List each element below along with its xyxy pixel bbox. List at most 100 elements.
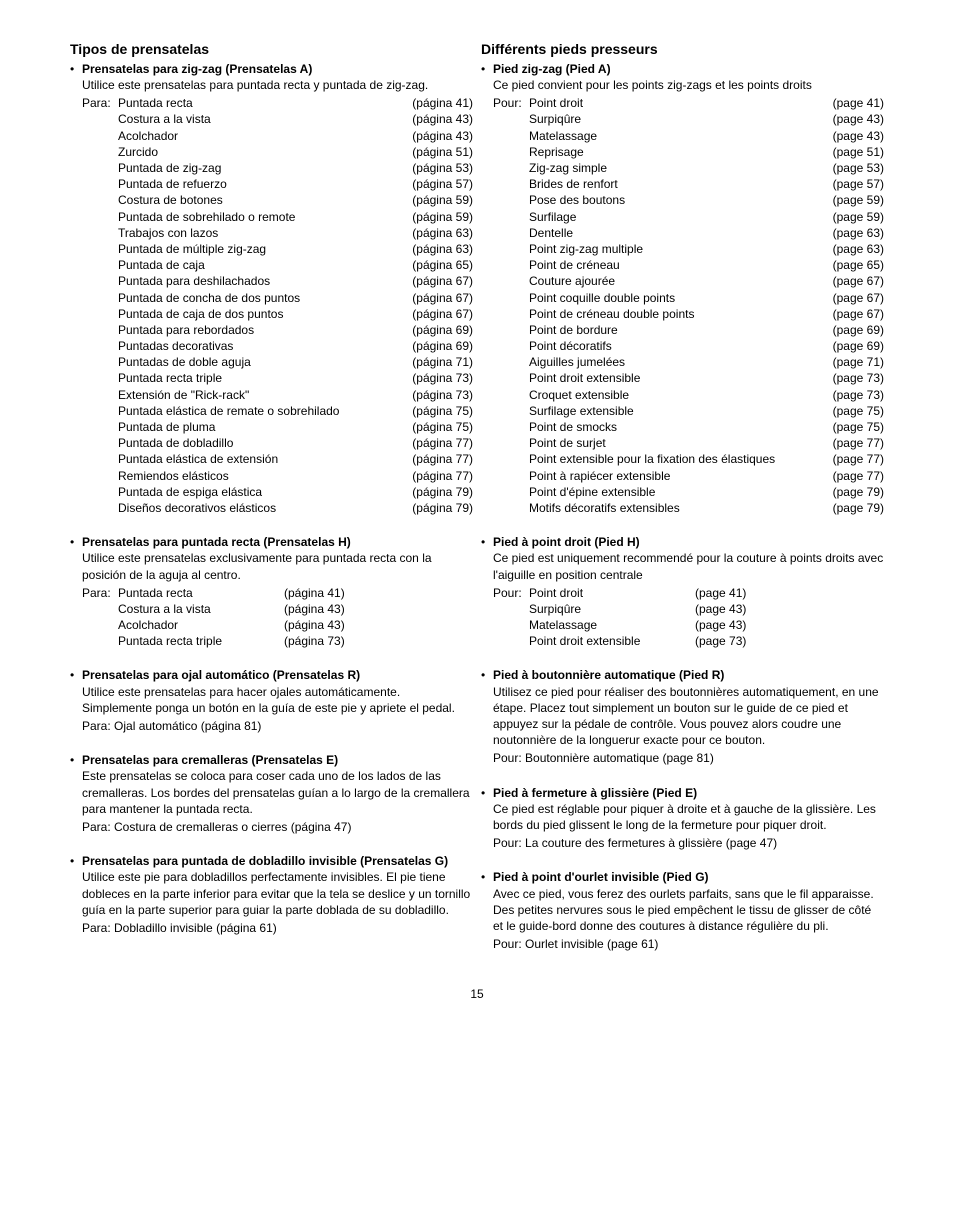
stitch-name: Matelassage [529,128,833,144]
foot-section: •Prensatelas para puntada recta (Prensat… [70,534,473,649]
stitch-name: Puntada de pluma [118,419,412,435]
list-item: Puntada para deshilachados(página 67) [82,273,473,289]
page-reference: (page 77) [833,451,884,467]
foot-section: •Pied à point d'ourlet invisible (Pied G… [481,869,884,952]
foot-section: •Pied à point droit (Pied H)Ce pied est … [481,534,884,649]
list-item: Aiguilles jumelées(page 71) [493,354,884,370]
foot-section: •Pied à boutonnière automatique (Pied R)… [481,667,884,766]
stitch-name: Point de surjet [529,435,833,451]
stitch-name: Surpiqûre [529,601,695,617]
section-title: Prensatelas para ojal automático (Prensa… [82,667,473,683]
page-reference: (página 79) [412,500,473,516]
stitch-name: Brides de renfort [529,176,833,192]
page-reference: (page 41) [833,95,884,111]
list-label [493,500,529,516]
bullet-icon: • [481,785,493,801]
list-label [82,257,118,273]
stitch-name: Puntada recta [118,585,284,601]
list-item: Surfilage extensible(page 75) [493,403,884,419]
section-title: Pied à boutonnière automatique (Pied R) [493,667,884,683]
page-reference: (page 69) [833,338,884,354]
stitch-name: Puntada de zig-zag [118,160,412,176]
section-title: Pied à fermeture à glissière (Pied E) [493,785,884,801]
two-column-layout: Tipos de prensatelas•Prensatelas para zi… [70,40,884,970]
stitch-name: Puntadas decorativas [118,338,412,354]
foot-section: •Prensatelas para ojal automático (Prens… [70,667,473,734]
list-item: Diseños decorativos elásticos(página 79) [82,500,473,516]
list-label [82,338,118,354]
bullet-icon: • [70,752,82,768]
list-item: Puntada para rebordados(página 69) [82,322,473,338]
list-item: Extensión de "Rick-rack"(página 73) [82,387,473,403]
list-item: Croquet extensible(page 73) [493,387,884,403]
list-item: Pour:Point droit(page 41) [493,585,884,601]
section-description: Utilice este prensatelas exclusivamente … [82,550,473,582]
bullet-icon: • [70,534,82,550]
foot-section: •Prensatelas para cremalleras (Prensatel… [70,752,473,835]
list-label [82,128,118,144]
page-reference: (página 65) [412,257,473,273]
page-reference: (page 67) [833,273,884,289]
page-reference: (página 43) [284,601,345,617]
list-label [82,225,118,241]
list-item: Point droit extensible(page 73) [493,370,884,386]
stitch-name: Point de smocks [529,419,833,435]
page-reference: (page 67) [833,306,884,322]
right-column: Différents pieds presseurs•Pied zig-zag … [481,40,884,970]
stitch-name: Croquet extensible [529,387,833,403]
stitch-name: Puntada de sobrehilado o remote [118,209,412,225]
list-item: Puntada de pluma(página 75) [82,419,473,435]
list-label [493,403,529,419]
list-label [493,176,529,192]
section-reference-line: Para: Dobladillo invisible (página 61) [82,920,473,936]
bullet-icon: • [70,853,82,869]
list-item: Trabajos con lazos(página 63) [82,225,473,241]
page-reference: (página 63) [412,241,473,257]
stitch-name: Aiguilles jumelées [529,354,833,370]
page-reference: (page 73) [833,370,884,386]
list-label [493,617,529,633]
list-item: Puntada de múltiple zig-zag(página 63) [82,241,473,257]
bullet-icon: • [481,534,493,550]
list-label [82,209,118,225]
list-label [493,370,529,386]
list-item: Dentelle(page 63) [493,225,884,241]
list-label [493,601,529,617]
section-title: Pied à point d'ourlet invisible (Pied G) [493,869,884,885]
page-reference: (page 67) [833,290,884,306]
reference-list: Para:Puntada recta(página 41)Costura a l… [82,585,473,650]
page-reference: (page 43) [833,128,884,144]
list-label [82,617,118,633]
page-reference: (página 43) [284,617,345,633]
left-column: Tipos de prensatelas•Prensatelas para zi… [70,40,473,970]
bullet-icon: • [481,61,493,77]
page-reference: (page 73) [695,633,746,649]
page-reference: (page 71) [833,354,884,370]
page-reference: (page 63) [833,225,884,241]
page-reference: (página 67) [412,273,473,289]
page-reference: (página 57) [412,176,473,192]
list-label: Pour: [493,95,529,111]
section-description: Utilice este prensatelas para puntada re… [82,77,473,93]
foot-section: •Prensatelas para zig-zag (Prensatelas A… [70,61,473,516]
page-reference: (page 41) [695,585,746,601]
page-reference: (page 53) [833,160,884,176]
list-item: Matelassage(page 43) [493,617,884,633]
section-title: Prensatelas para puntada recta (Prensate… [82,534,473,550]
page-reference: (page 43) [695,617,746,633]
list-label [82,290,118,306]
stitch-name: Point de créneau [529,257,833,273]
stitch-name: Zurcido [118,144,412,160]
list-item: Acolchador(página 43) [82,128,473,144]
stitch-name: Acolchador [118,617,284,633]
list-item: Puntadas decorativas(página 69) [82,338,473,354]
list-item: Puntada elástica de remate o sobrehilado… [82,403,473,419]
page-reference: (página 43) [412,128,473,144]
list-label [82,160,118,176]
bullet-icon: • [481,869,493,885]
stitch-name: Point droit extensible [529,633,695,649]
list-item: Costura a la vista(página 43) [82,601,473,617]
page-reference: (page 77) [833,435,884,451]
section-reference-line: Pour: La couture des fermetures à glissi… [493,835,884,851]
stitch-name: Costura a la vista [118,111,412,127]
